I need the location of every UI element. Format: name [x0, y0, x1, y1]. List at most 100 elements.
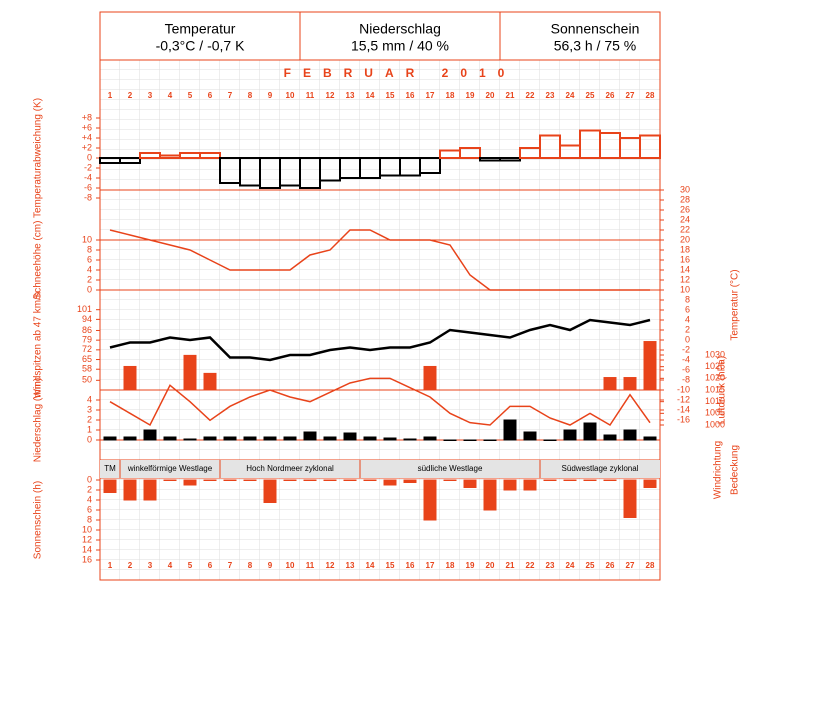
bar: [563, 479, 577, 481]
header-label: Temperatur: [165, 21, 236, 37]
day-label: 12: [326, 91, 335, 100]
line: [109, 229, 650, 291]
bar: [263, 479, 277, 503]
day-label: 8: [248, 561, 253, 570]
bar: [543, 439, 557, 441]
y-tick-label: 10: [680, 284, 690, 294]
day-label: 1: [108, 561, 113, 570]
y-tick-label: -6: [682, 364, 690, 374]
bar: [143, 479, 157, 501]
weather-type-band: [100, 460, 660, 478]
day-label: 25: [586, 91, 595, 100]
y-tick-label: 0: [87, 474, 92, 484]
axis-label: Windspitzen ab 47 km/h: [33, 292, 44, 399]
axis-label: Bedeckung: [730, 445, 741, 495]
day-label: 28: [646, 91, 655, 100]
bar: [483, 439, 497, 441]
bar: [123, 436, 137, 441]
bar: [463, 439, 477, 441]
day-label: 21: [506, 91, 515, 100]
header-label: Sonnenschein: [551, 21, 640, 37]
day-label: 3: [148, 561, 153, 570]
bar: [283, 436, 297, 441]
day-label: 1: [108, 91, 113, 100]
bar: [419, 157, 441, 174]
bar: [523, 479, 537, 491]
bar: [103, 436, 117, 441]
bar: [623, 479, 637, 518]
day-label: 10: [286, 91, 295, 100]
y-tick-label: 4: [685, 314, 690, 324]
y-tick-label: 10: [82, 524, 92, 534]
bar: [383, 479, 397, 486]
bar: [283, 479, 297, 481]
day-label: 5: [188, 561, 193, 570]
y-tick-label: +8: [82, 112, 92, 122]
y-tick-label: 8: [87, 514, 92, 524]
day-label: 18: [446, 91, 455, 100]
y-tick-label: 4: [87, 394, 92, 404]
bar: [383, 437, 397, 441]
bar: [323, 479, 337, 481]
y-tick-label: 94: [82, 314, 92, 324]
y-tick-label: 101: [77, 304, 92, 314]
bar: [643, 479, 657, 488]
y-tick-label: 24: [680, 214, 690, 224]
y-tick-label: 2: [87, 414, 92, 424]
day-label: 28: [646, 561, 655, 570]
bar: [543, 479, 557, 481]
y-tick-label: 0: [685, 334, 690, 344]
y-tick-label: 0: [87, 434, 92, 444]
day-label: 17: [426, 561, 435, 570]
day-label: 23: [546, 91, 555, 100]
bar: [603, 377, 617, 391]
y-tick-label: 8: [685, 294, 690, 304]
bar: [403, 479, 417, 483]
day-label: 6: [208, 91, 213, 100]
bar: [463, 479, 477, 488]
bar: [163, 436, 177, 441]
y-tick-label: 1005: [705, 408, 725, 418]
day-label: 5: [188, 91, 193, 100]
bar: [583, 479, 597, 481]
bar: [523, 431, 537, 441]
day-label: 10: [286, 561, 295, 570]
day-label: 24: [566, 91, 575, 100]
y-tick-label: 20: [680, 234, 690, 244]
bar: [623, 429, 637, 441]
y-tick-label: 58: [82, 364, 92, 374]
y-tick-label: -6: [84, 182, 92, 192]
day-label: 3: [148, 91, 153, 100]
y-tick-label: 30: [680, 184, 690, 194]
bar: [423, 365, 437, 391]
y-tick-label: -8: [84, 192, 92, 202]
frame: [99, 11, 661, 581]
day-label: 2: [128, 561, 133, 570]
day-label: 14: [366, 91, 375, 100]
day-label: 13: [346, 561, 355, 570]
bar: [103, 479, 117, 493]
y-tick-label: +6: [82, 122, 92, 132]
y-tick-label: +4: [82, 132, 92, 142]
y-tick-label: 4: [87, 494, 92, 504]
bar: [623, 377, 637, 391]
weather-type: Hoch Nordmeer zyklonal: [246, 464, 334, 473]
bar: [183, 479, 197, 486]
y-tick-label: 65: [82, 354, 92, 364]
y-tick-label: 22: [680, 224, 690, 234]
y-tick-label: 50: [82, 375, 92, 385]
month-title: FEBRUAR 2010: [284, 66, 517, 80]
y-tick-label: 1015: [705, 384, 725, 394]
weather-type: winkelförmige Westlage: [127, 464, 213, 473]
day-label: 21: [506, 561, 515, 570]
y-tick-label: 12: [82, 534, 92, 544]
bar: [263, 436, 277, 441]
day-label: 4: [168, 91, 173, 100]
line: [109, 377, 651, 427]
y-tick-label: 2: [87, 484, 92, 494]
bar: [459, 147, 481, 159]
day-label: 15: [386, 561, 395, 570]
header-label: Niederschlag: [359, 21, 441, 37]
weather-type-dividers: [119, 460, 541, 478]
day-label: 22: [526, 91, 535, 100]
